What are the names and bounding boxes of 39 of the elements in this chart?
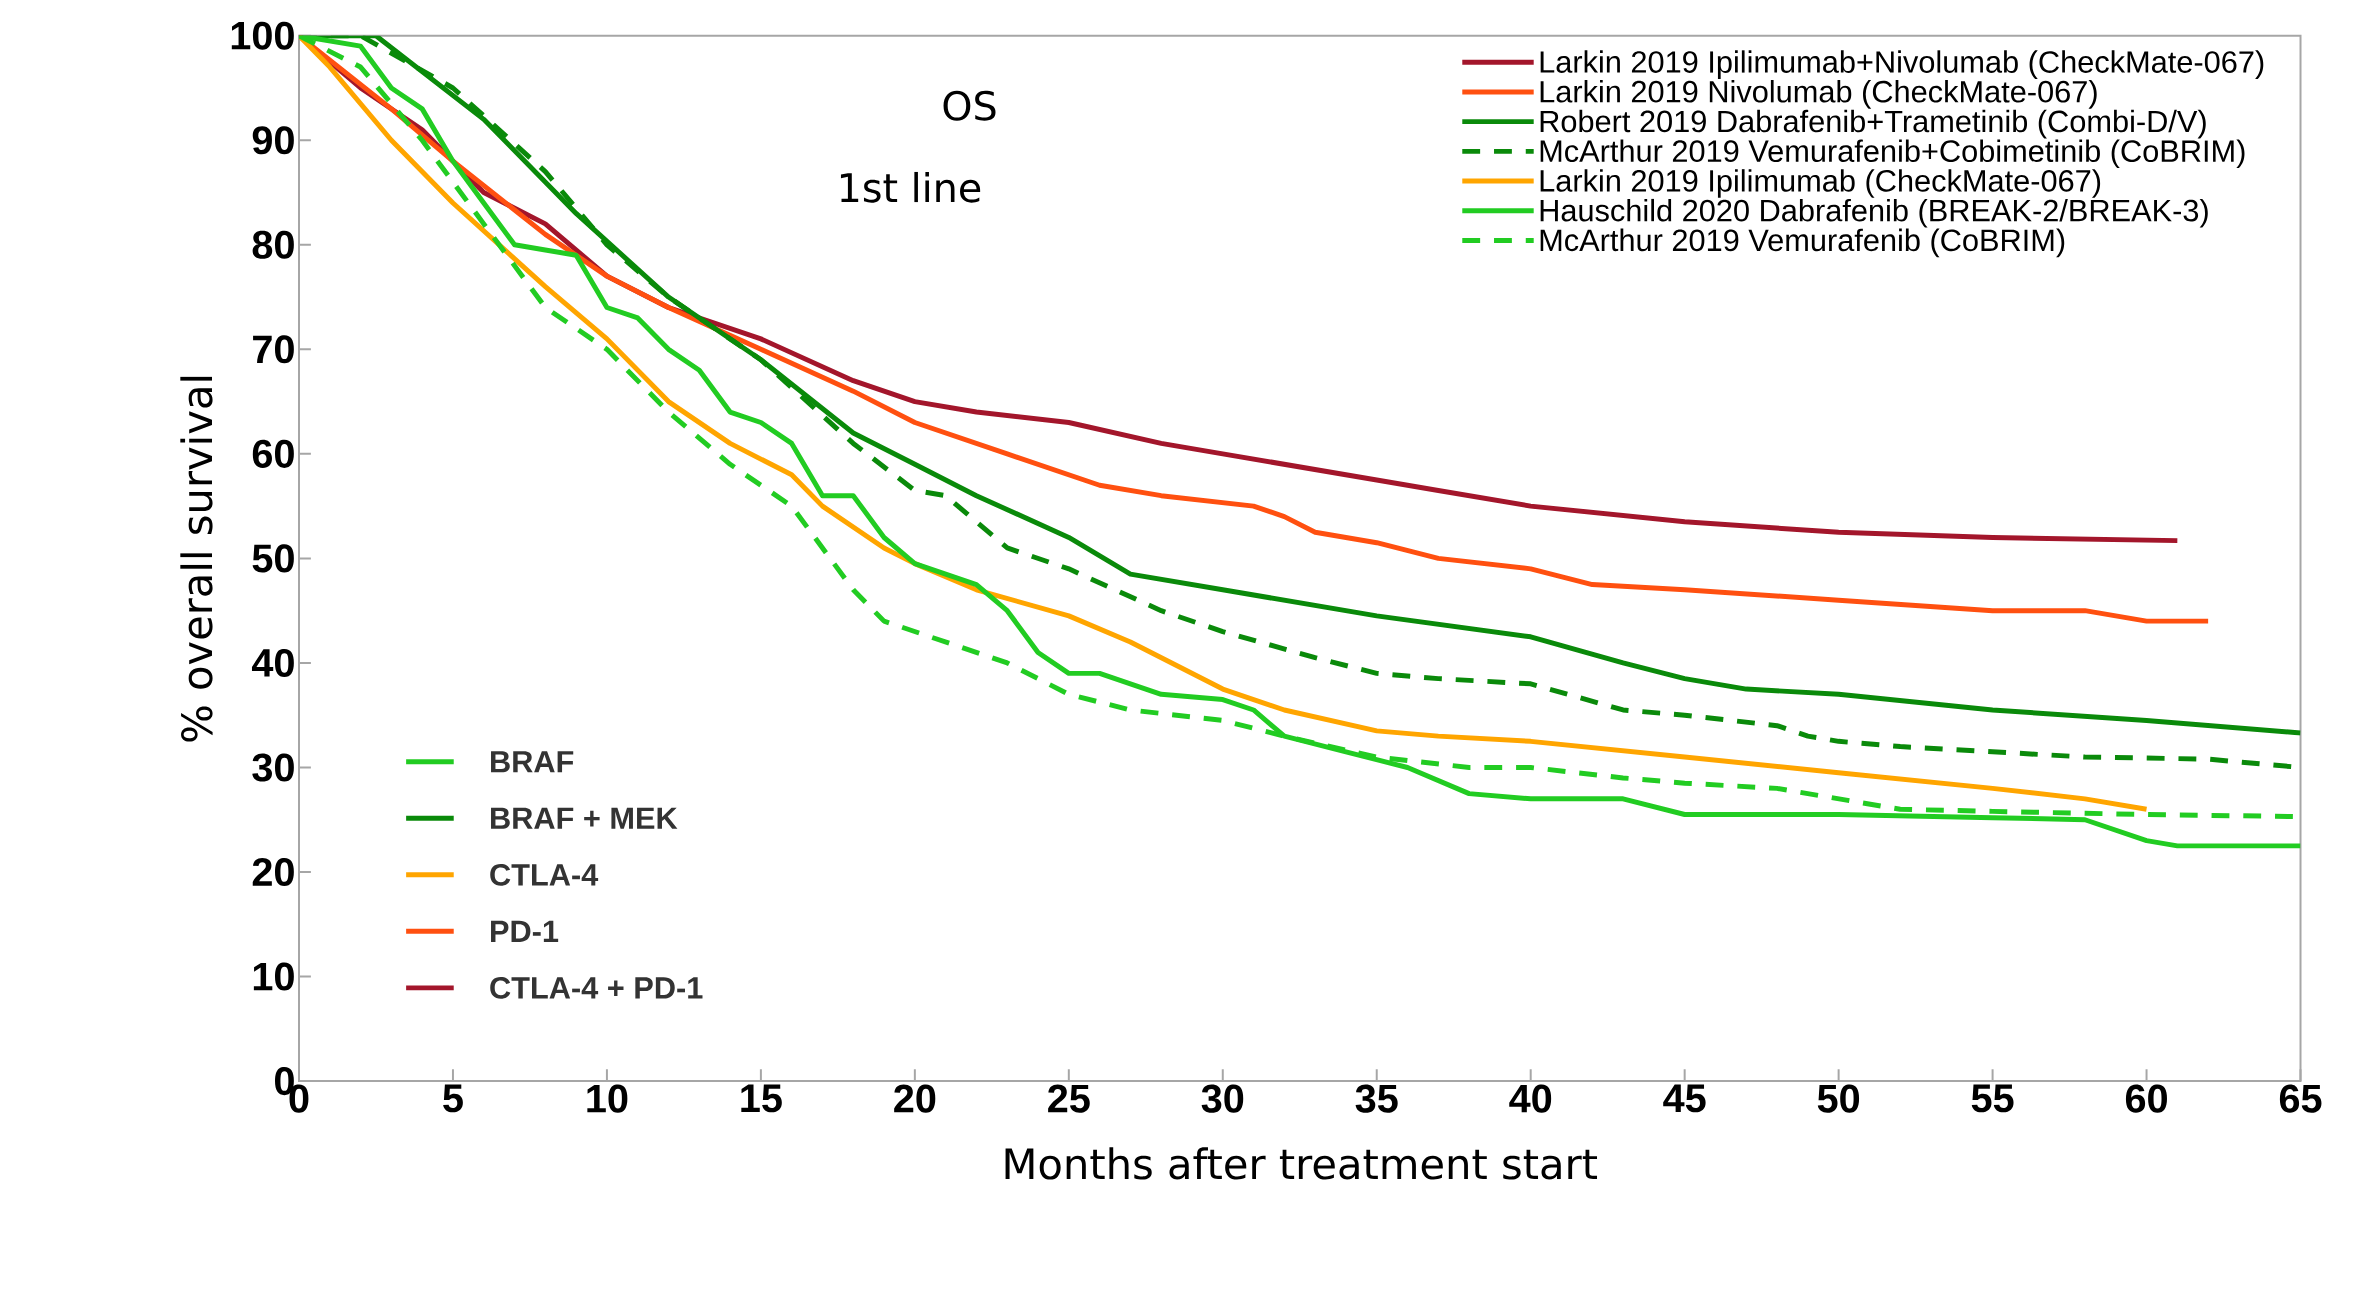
annotation: CTLA-4: [490, 863, 599, 886]
x-tick-label: 50: [1817, 1084, 1860, 1113]
y-tick-label: 10: [253, 962, 294, 991]
legend-label: McArthur 2019 Vemurafenib (CoBRIM): [1540, 228, 2065, 258]
x-tick-label: 30: [1201, 1084, 1244, 1113]
x-tick-label: 10: [587, 1084, 628, 1113]
x-tick-label: 65: [2279, 1084, 2322, 1113]
y-tick-label: 20: [252, 857, 294, 886]
x-tick-label: 40: [1509, 1084, 1552, 1113]
legend-label: Larkin 2019 Ipilimumab+Nivolumab (CheckMate-067): [1540, 50, 2264, 79]
x-tick-label: 60: [2125, 1084, 2167, 1113]
x-tick-label: 25: [1048, 1084, 1090, 1113]
y-tick-label: 70: [253, 335, 294, 364]
x-tick-label: 20: [894, 1084, 936, 1113]
legend-label: Robert 2019 Dabrafenib+Trametinib (Combi-D/V): [1540, 109, 2206, 139]
annotation: CTLA-4 + PD-1: [490, 976, 703, 999]
x-tick-label: 5: [443, 1084, 463, 1113]
y-tick-label: 30: [252, 753, 294, 782]
y-tick-label: 100: [231, 21, 294, 50]
x-tick-label: 35: [1355, 1084, 1398, 1113]
annotation: 1st line: [840, 171, 981, 203]
y-tick-label: 90: [252, 126, 294, 155]
annotation: BRAF + MEK: [491, 807, 678, 829]
y-tick-label: 50: [252, 544, 294, 573]
annotation: BRAF: [491, 751, 574, 773]
annotation: OS: [943, 90, 996, 121]
legend-label: McArthur 2019 Vemurafenib+Cobimetinib (CoBRIM): [1540, 139, 2245, 168]
legend-label: Larkin 2019 Ipilimumab (CheckMate-067): [1540, 169, 2101, 198]
y-tick-label: 80: [252, 230, 294, 259]
x-tick-label: 45: [1663, 1084, 1706, 1113]
legend-label: Hauschild 2020 Dabrafenib (BREAK-2/BREAK-3): [1540, 198, 2208, 228]
y-axis-title: % overall survival: [180, 376, 213, 742]
x-axis-title: Months after treatment start: [1005, 1147, 1598, 1180]
x-tick-label: 15: [741, 1084, 782, 1113]
annotation: PD-1: [491, 920, 559, 942]
x-tick-label: 55: [1971, 1084, 2014, 1113]
y-tick-label: 60: [252, 439, 294, 468]
y-tick-label: 40: [251, 648, 294, 677]
legend-label: Larkin 2019 Nivolumab (CheckMate-067): [1540, 79, 2097, 109]
